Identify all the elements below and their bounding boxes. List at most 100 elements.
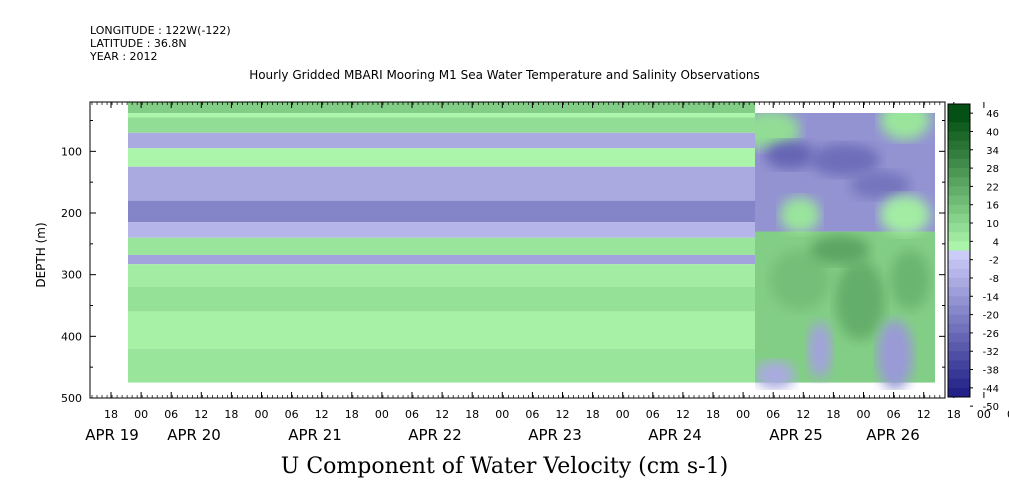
y-axis-label: DEPTH (m): [34, 222, 48, 287]
colorbar-swatch: [948, 268, 970, 279]
y-tick-label: 100: [61, 145, 82, 158]
x-tick-label: 18: [104, 408, 118, 421]
x-tick-label: 18: [706, 408, 720, 421]
heatmap-band: [128, 222, 755, 238]
x-day-label: APR 21: [288, 426, 342, 444]
colorbar-frame: [947, 103, 971, 398]
heatmap-band: [128, 102, 755, 114]
heatmap-patch: [880, 195, 930, 235]
x-day-label: APR 20: [167, 426, 221, 444]
heatmap-variable-section: [755, 113, 935, 390]
colorbar-swatch: [948, 104, 970, 114]
colorbar-label: 28: [986, 164, 999, 175]
colorbar-swatch: [948, 213, 970, 224]
x-tick-label: 00: [616, 408, 630, 421]
y-tick-label: 500: [61, 392, 82, 405]
colorbar-swatch: [948, 342, 970, 352]
heatmap-band: [128, 254, 755, 265]
heatmap-patch: [835, 260, 885, 340]
colorbar-label: -2: [989, 256, 999, 267]
heatmap-patch: [810, 235, 870, 265]
x-tick-label: 06: [164, 408, 178, 421]
x-tick-label: 00: [495, 408, 509, 421]
x-tick-label: 18: [224, 408, 238, 421]
colorbar-label: 16: [986, 201, 999, 212]
x-tick-label: 06: [766, 408, 780, 421]
heatmap-patch: [808, 322, 832, 378]
colorbar-swatch: [948, 241, 970, 251]
colorbar-label: -20: [983, 311, 999, 322]
x-tick-label: 06: [285, 408, 299, 421]
colorbar-label: -26: [983, 329, 999, 340]
colorbar-swatch: [948, 177, 970, 187]
x-axis-caption: U Component of Water Velocity (cm s-1): [280, 454, 729, 479]
x-tick-label: 00: [977, 408, 991, 421]
colorbar-swatch: [948, 204, 970, 215]
heatmap-band: [128, 166, 755, 201]
heatmap-patch: [877, 320, 913, 390]
x-tick-label: 18: [947, 408, 961, 421]
colorbar-swatch: [948, 314, 970, 325]
heatmap-band: [128, 148, 755, 167]
colorbar-swatch: [948, 369, 970, 380]
colorbar-swatch: [948, 250, 970, 261]
colorbar-label: 40: [986, 127, 999, 138]
x-day-label: APR 25: [769, 426, 823, 444]
chart-title: Hourly Gridded MBARI Mooring M1 Sea Wate…: [249, 68, 760, 82]
heatmap-band: [128, 311, 755, 349]
colorbar-label: -50: [983, 402, 999, 413]
colorbar-label: -44: [983, 384, 999, 395]
x-tick-label: 18: [345, 408, 359, 421]
heatmap-patch: [770, 250, 830, 310]
colorbar-swatch: [948, 168, 970, 178]
colorbar-swatch: [948, 195, 970, 206]
heatmap-patch: [765, 141, 815, 169]
colorbar-swatch: [948, 305, 970, 315]
x-day-label: APR 22: [408, 426, 462, 444]
colorbar-label: 4: [993, 237, 999, 248]
x-axis-ticks: 18 00 06 12 18 00 06 12 18 00 06 12 18 00 06 12 18 00 06 12…: [85, 102, 1009, 444]
heatmap-patch: [755, 113, 800, 150]
x-tick-label: 00: [736, 408, 750, 421]
x-tick-label: 12: [917, 408, 931, 421]
colorbar-swatch: [948, 232, 970, 242]
x-day-label: APR 26: [866, 426, 920, 444]
x-tick-label: 12: [676, 408, 690, 421]
colorbar-label: -14: [983, 292, 999, 303]
heatmap-patch: [755, 361, 795, 389]
y-axis: 100 200 300 400 500: [61, 120, 945, 405]
longitude-label: LONGITUDE : 122W(-122): [90, 24, 231, 37]
heatmap-band: [128, 113, 755, 118]
colorbar-label: -32: [983, 347, 999, 358]
colorbar-swatch: [948, 387, 970, 398]
colorbar-swatch: [948, 186, 970, 196]
x-tick-label: 12: [556, 408, 570, 421]
heatmap-band: [128, 287, 755, 312]
heatmap-patch: [810, 144, 880, 176]
x-tick-label: 12: [796, 408, 810, 421]
heatmap-band: [128, 264, 755, 287]
heatmap-bands: [128, 102, 755, 383]
colorbar-swatch: [948, 277, 970, 288]
colorbar-label: 46: [986, 109, 999, 120]
x-tick-label: 00: [255, 408, 269, 421]
colorbar-label: 10: [986, 219, 999, 230]
colorbar-swatch: [948, 259, 970, 270]
x-tick-label: 12: [435, 408, 449, 421]
colorbar-swatch: [948, 122, 970, 132]
heatmap-band: [128, 200, 755, 223]
colorbar-swatch: [948, 323, 970, 334]
y-tick-label: 300: [61, 269, 82, 282]
colorbar-swatch: [948, 332, 970, 343]
x-tick-label: 00: [857, 408, 871, 421]
colorbar-label: 22: [986, 182, 999, 193]
x-tick-label: 12: [194, 408, 208, 421]
heatmap-band: [128, 132, 755, 149]
colorbar-swatch: [948, 113, 970, 123]
x-day-label: APR 23: [528, 426, 582, 444]
heatmap-patch: [780, 197, 820, 233]
latitude-label: LATITUDE : 36.8N: [90, 37, 187, 50]
colorbar-label: 34: [986, 146, 999, 157]
colorbar-swatch: [948, 287, 970, 297]
